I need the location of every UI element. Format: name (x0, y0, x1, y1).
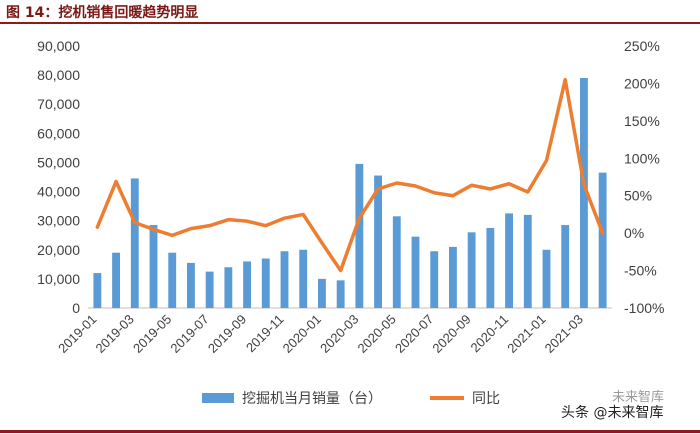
left-y-tick-label: 20,000 (37, 242, 80, 258)
bar (523, 214, 532, 308)
legend-label-line: 同比 (472, 391, 500, 407)
right-y-tick-label: 250% (624, 38, 660, 54)
legend: 挖掘机当月销量（台） 同比 (202, 391, 500, 407)
line-series (95, 77, 605, 273)
left-y-tick-label: 10,000 (37, 271, 80, 287)
legend-swatch-bar (202, 393, 234, 403)
x-tick-label: 2020-09 (429, 312, 473, 356)
bar (486, 227, 495, 308)
bar (224, 267, 233, 308)
right-y-tick-label: 100% (624, 150, 660, 166)
figure-title: 图 14：挖机销售回暖趋势明显 (6, 5, 199, 21)
left-y-tick-label: 90,000 (37, 38, 80, 54)
bar (598, 172, 607, 308)
bar (261, 258, 270, 308)
left-y-tick-label: 60,000 (37, 125, 80, 141)
bar (505, 213, 514, 308)
x-axis-ticks: 2019-012019-032019-052019-072019-092019-… (55, 312, 586, 356)
x-tick-label: 2020-07 (392, 312, 436, 356)
bar (392, 216, 401, 308)
x-tick-label: 2019-11 (243, 312, 287, 356)
x-tick-label: 2021-01 (504, 312, 548, 356)
yoy-line (95, 77, 605, 273)
right-y-tick-label: 50% (624, 188, 652, 204)
watermark-logo: 未来智库 (612, 390, 665, 405)
bar (130, 178, 139, 308)
left-y-tick-label: 70,000 (37, 96, 80, 112)
bar (467, 232, 476, 308)
bar-series (93, 78, 607, 309)
x-tick-label: 2020-11 (468, 312, 512, 356)
bar (561, 225, 570, 308)
bar (355, 163, 364, 308)
bar (374, 175, 383, 308)
bar (336, 280, 345, 308)
right-y-tick-label: 150% (624, 113, 660, 129)
watermark-text: 头条 @未来智库 (561, 405, 664, 421)
right-y-tick-label: 0% (624, 225, 644, 241)
bar (168, 252, 177, 308)
bar (411, 236, 420, 308)
right-y-tick-label: 200% (624, 75, 660, 91)
bar (112, 252, 121, 308)
left-y-axis-ticks: 0 10,000 20,000 30,000 40,000 50,000 60,000 70,… (37, 38, 80, 316)
right-y-tick-label: -50% (624, 263, 657, 279)
bar (243, 261, 252, 308)
bar (93, 273, 102, 308)
right-y-tick-label: -100% (624, 300, 664, 316)
x-tick-label: 2020-05 (355, 312, 399, 356)
bar (280, 251, 289, 308)
bar (579, 78, 588, 309)
left-y-tick-label: 30,000 (37, 213, 80, 229)
left-y-tick-label: 40,000 (37, 184, 80, 200)
bar (149, 225, 158, 308)
bar (299, 249, 308, 308)
x-tick-label: 2021-03 (542, 312, 586, 356)
title-divider (0, 22, 700, 24)
bar (317, 278, 326, 308)
left-y-tick-label: 50,000 (37, 154, 80, 170)
x-tick-label: 2019-01 (55, 312, 99, 356)
legend-label-bar: 挖掘机当月销量（台） (242, 391, 382, 407)
x-tick-label: 2019-03 (93, 312, 137, 356)
bar (448, 246, 457, 308)
x-tick-label: 2020-03 (317, 312, 361, 356)
bar (205, 271, 214, 308)
bottom-divider (0, 430, 700, 433)
bar (542, 249, 551, 308)
bar (186, 262, 195, 308)
x-tick-label: 2019-05 (130, 312, 174, 356)
bar (430, 251, 439, 308)
x-tick-label: 2019-07 (167, 312, 211, 356)
right-y-axis-ticks: -100% -50% 0% 50% 100% 150% 200% 250% (624, 38, 664, 316)
x-tick-label: 2019-09 (205, 312, 249, 356)
x-tick-label: 2020-01 (280, 312, 324, 356)
left-y-tick-label: 80,000 (37, 67, 80, 83)
left-y-tick-label: 0 (72, 300, 80, 316)
